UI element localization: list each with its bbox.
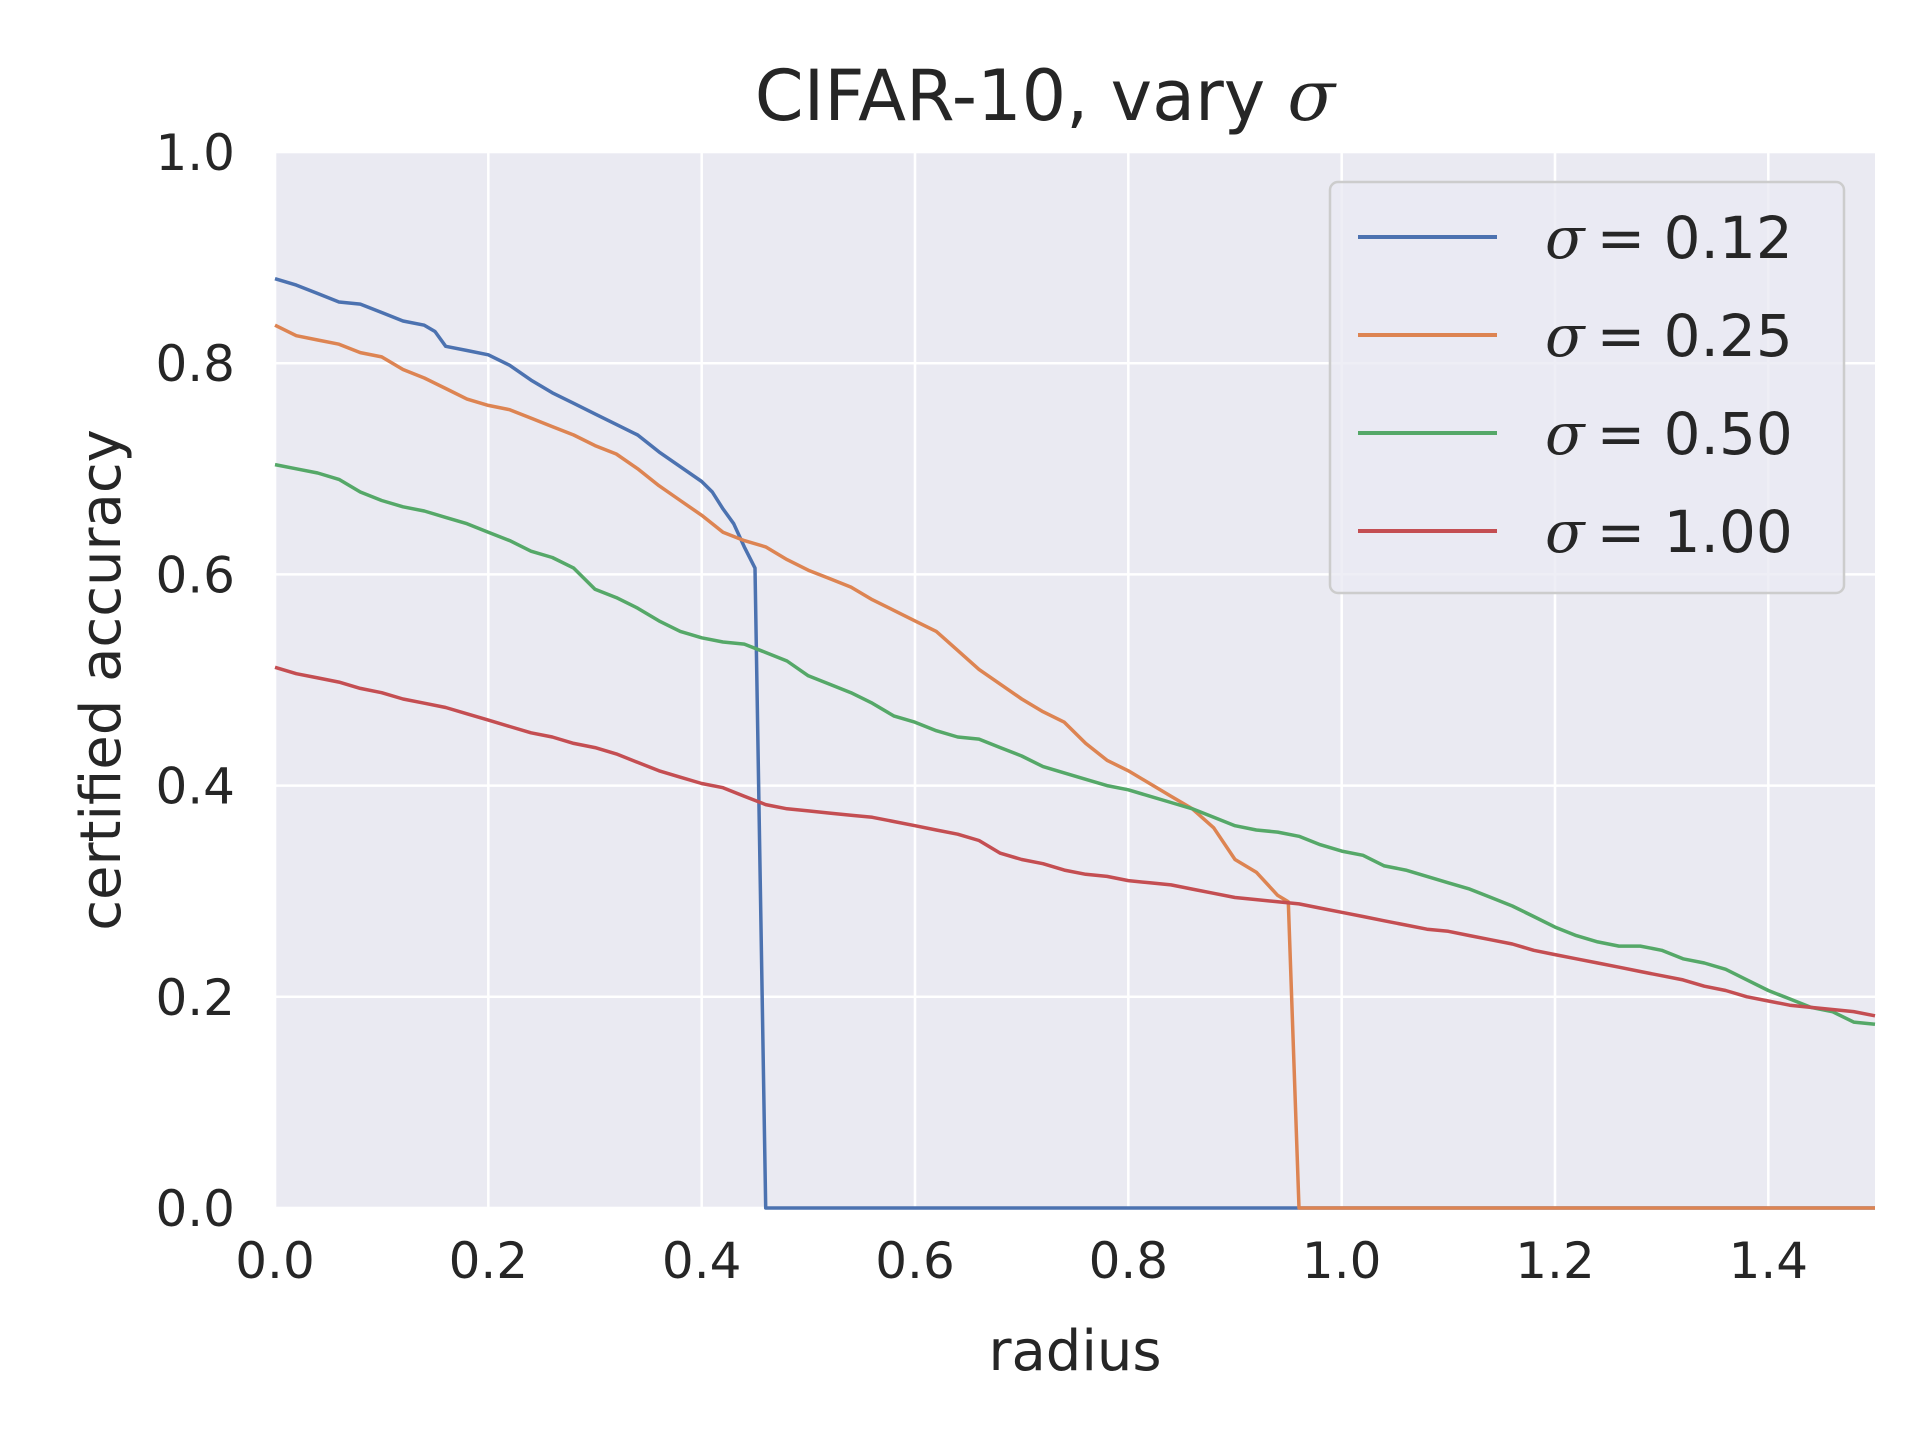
x-tick-label: 0.8 <box>1089 1232 1169 1290</box>
legend-value: = 0.25 <box>1597 302 1793 370</box>
y-axis-label: certified accuracy <box>69 429 134 931</box>
series-line-4 <box>274 665 1876 1018</box>
legend-label: σ = 0.50 <box>1545 400 1793 468</box>
y-tick-label: 0.4 <box>155 758 235 816</box>
x-tick-label: 0.6 <box>875 1232 955 1290</box>
legend-value: = 0.12 <box>1597 204 1793 272</box>
legend-label: σ = 0.12 <box>1545 204 1793 272</box>
legend-value: = 0.50 <box>1597 400 1793 468</box>
y-tick-label: 0.6 <box>155 546 235 604</box>
legend-entries: σ = 0.12σ = 0.25σ = 0.50σ = 1.00 <box>1358 204 1793 566</box>
y-tick-label: 0.2 <box>155 969 235 1027</box>
series-line-1 <box>274 277 1875 1210</box>
legend: σ = 0.12σ = 0.25σ = 0.50σ = 1.00 <box>1328 180 1846 595</box>
legend-sigma: σ <box>1545 204 1586 272</box>
y-tick-label: 1.0 <box>155 124 235 182</box>
chart-title-text: CIFAR-10, vary <box>755 55 1288 137</box>
x-axis-ticks: 0.0 0.2 0.4 0.6 0.8 1.0 1.2 1.4 <box>235 1232 1808 1290</box>
y-axis-ticks: 0.0 0.2 0.4 0.6 0.8 1.0 <box>155 124 235 1238</box>
x-tick-label: 1.4 <box>1729 1232 1809 1290</box>
series-line-2 <box>274 323 1875 1210</box>
x-tick-label: 0.4 <box>662 1232 742 1290</box>
x-tick-label: 0.2 <box>449 1232 529 1290</box>
series-lines <box>274 277 1876 1210</box>
x-tick-label: 1.2 <box>1515 1232 1595 1290</box>
x-tick-label: 1.0 <box>1302 1232 1382 1290</box>
legend-sigma: σ <box>1545 498 1586 566</box>
x-axis-label: radius <box>988 1319 1161 1384</box>
series-line-3 <box>274 462 1876 1027</box>
legend-sigma: σ <box>1545 302 1586 370</box>
chart-title-sigma: σ <box>1287 55 1337 137</box>
legend-label: σ = 0.25 <box>1545 302 1793 370</box>
y-tick-label: 0.8 <box>155 335 235 393</box>
legend-label: σ = 1.00 <box>1545 498 1793 566</box>
legend-box <box>1328 180 1846 595</box>
x-tick-label: 0.0 <box>235 1232 315 1290</box>
legend-value: = 1.00 <box>1597 498 1793 566</box>
legend-sigma: σ <box>1545 400 1586 468</box>
y-tick-label: 0.0 <box>155 1180 235 1238</box>
chart-title: CIFAR-10, vary σ <box>755 55 1338 137</box>
